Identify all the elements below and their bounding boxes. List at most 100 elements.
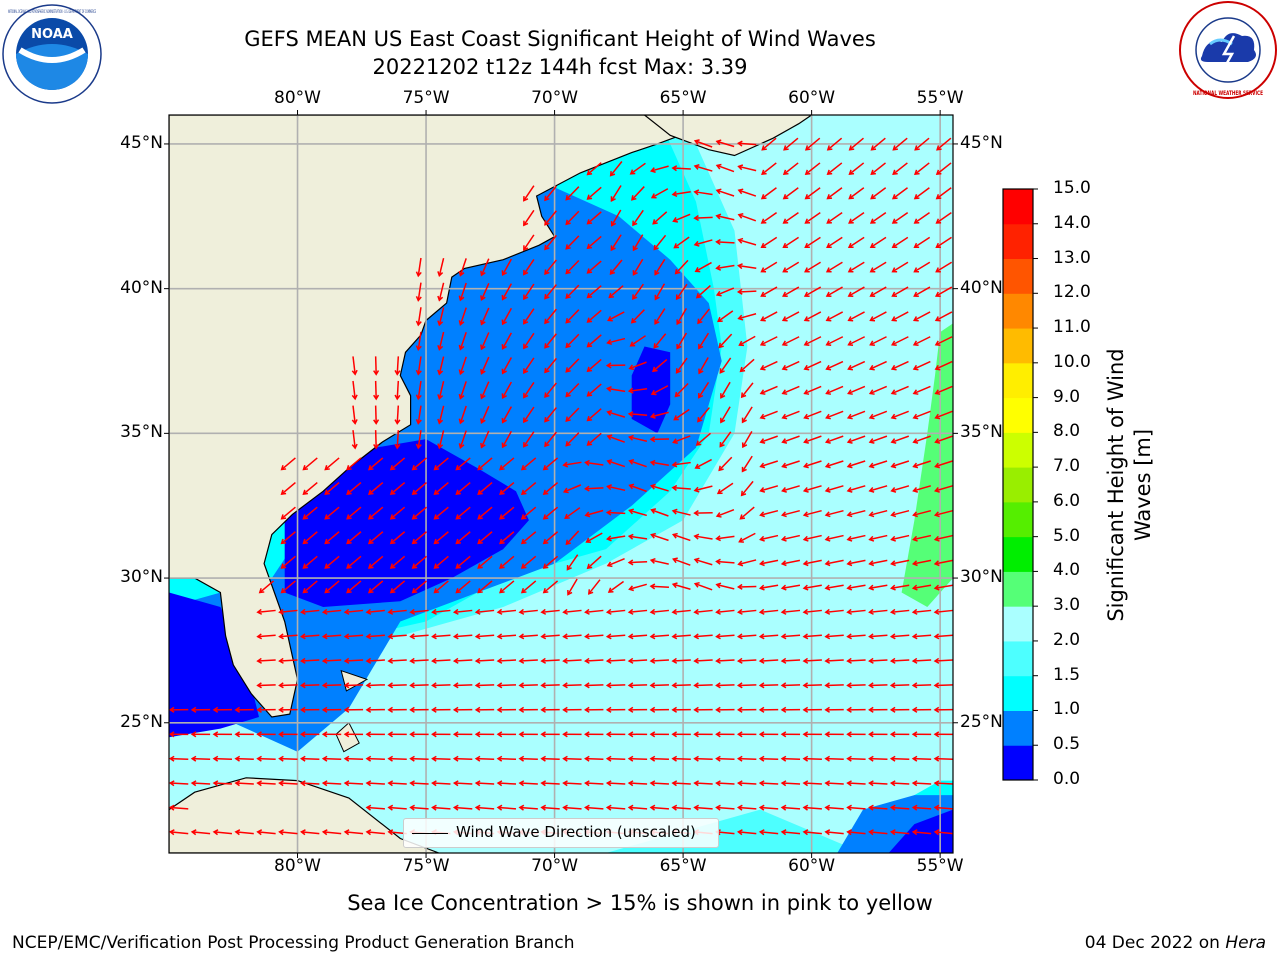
wave-arrow xyxy=(780,534,801,542)
wave-arrow xyxy=(736,682,757,689)
colorbar-segment-2 xyxy=(1003,675,1033,711)
wave-arrow xyxy=(824,608,844,615)
wave-arrow xyxy=(650,508,669,517)
wave-arrow xyxy=(912,360,931,371)
wave-arrow xyxy=(868,706,888,713)
colorbar-label-0: 0.0 xyxy=(1053,769,1081,789)
wave-arrow xyxy=(586,186,602,200)
wave-arrow xyxy=(523,357,535,374)
wave-arrow xyxy=(653,333,667,349)
wave-arrow xyxy=(671,682,691,689)
wave-arrow xyxy=(256,608,276,615)
wave-arrow xyxy=(868,829,888,836)
wave-arrow xyxy=(911,804,932,811)
wave-arrow xyxy=(278,608,298,615)
wave-arrow xyxy=(780,731,801,738)
wave-arrow xyxy=(912,410,931,420)
colorbar-label-3: 1.5 xyxy=(1053,664,1081,685)
wave-arrow xyxy=(911,829,932,836)
wave-arrow xyxy=(671,731,691,738)
wave-arrow xyxy=(847,286,865,297)
wave-arrow xyxy=(452,608,473,615)
wave-arrow xyxy=(437,331,445,351)
wave-arrow xyxy=(736,657,757,664)
wave-arrow xyxy=(324,531,340,545)
wave-arrow xyxy=(736,755,757,762)
wave-arrow xyxy=(933,755,953,762)
wave-arrow xyxy=(278,682,298,689)
wave-arrow xyxy=(452,682,473,689)
wave-arrow xyxy=(458,331,467,351)
wave-arrow xyxy=(781,360,800,371)
wave-arrow xyxy=(321,633,342,640)
wave-arrow xyxy=(365,633,385,640)
wave-arrow xyxy=(606,459,626,468)
wave-arrow xyxy=(169,829,189,836)
wave-arrow xyxy=(846,509,866,518)
wave-arrow xyxy=(693,485,713,493)
wave-arrow xyxy=(694,261,712,273)
wave-arrow xyxy=(697,308,710,325)
wave-arrow xyxy=(652,211,668,225)
wave-arrow xyxy=(758,682,779,689)
wave-arrow xyxy=(258,580,275,594)
wave-arrow xyxy=(411,531,427,545)
wave-arrow xyxy=(520,506,537,520)
wave-arrow xyxy=(387,731,407,738)
wave-arrow xyxy=(302,457,318,471)
wave-arrow xyxy=(523,234,535,251)
wave-arrow xyxy=(605,804,626,811)
wave-arrow xyxy=(431,608,451,615)
wave-arrow xyxy=(455,481,471,496)
wave-arrow xyxy=(501,258,513,277)
wave-arrow xyxy=(605,509,626,516)
wave-arrow xyxy=(394,405,401,425)
wave-arrow xyxy=(324,481,340,496)
wave-arrow xyxy=(890,584,910,591)
wave-arrow xyxy=(606,410,626,418)
wave-arrow xyxy=(802,509,822,518)
wave-arrow xyxy=(781,410,800,420)
wave-arrow xyxy=(565,530,580,546)
wave-arrow xyxy=(672,213,691,223)
wave-arrow xyxy=(299,657,320,664)
wave-arrow xyxy=(759,360,778,371)
wave-arrow xyxy=(758,804,779,811)
wave-arrow xyxy=(649,165,669,173)
wave-arrow xyxy=(605,731,626,738)
wave-arrow xyxy=(672,557,691,566)
wave-arrow xyxy=(654,283,666,301)
colorbar-label-12: 10.0 xyxy=(1053,351,1091,372)
wave-arrow xyxy=(477,506,493,520)
wave-arrow xyxy=(409,780,429,787)
wind-wave-direction-arrows xyxy=(169,137,953,836)
wave-arrow xyxy=(913,162,930,175)
wave-arrow xyxy=(824,780,844,787)
wave-arrow xyxy=(415,356,422,376)
wave-arrow xyxy=(803,360,822,371)
wave-arrow xyxy=(458,307,467,326)
wave-arrow xyxy=(584,485,604,492)
wave-arrow xyxy=(715,755,735,762)
wave-arrow xyxy=(913,236,931,249)
wave-arrow xyxy=(780,657,801,664)
wave-arrow xyxy=(343,633,364,640)
wave-arrow xyxy=(693,633,713,640)
wave-arrow xyxy=(606,557,625,568)
wave-arrow xyxy=(431,755,451,762)
wave-arrow xyxy=(365,731,385,738)
lat-label-left-4: 25°N xyxy=(120,711,163,732)
wave-arrow xyxy=(387,780,407,787)
wave-arrow xyxy=(586,309,602,323)
wave-arrow xyxy=(367,580,384,594)
lat-label-left-3: 30°N xyxy=(120,567,163,588)
wave-arrow xyxy=(736,804,757,811)
wave-arrow xyxy=(693,657,713,664)
wave-arrow xyxy=(586,358,602,373)
wave-arrow xyxy=(632,234,644,252)
wave-arrow xyxy=(415,405,422,425)
wave-arrow xyxy=(610,234,622,252)
wave-arrow xyxy=(760,211,778,224)
colorbar-label-15: 13.0 xyxy=(1053,247,1091,268)
wave-arrow xyxy=(803,410,822,420)
